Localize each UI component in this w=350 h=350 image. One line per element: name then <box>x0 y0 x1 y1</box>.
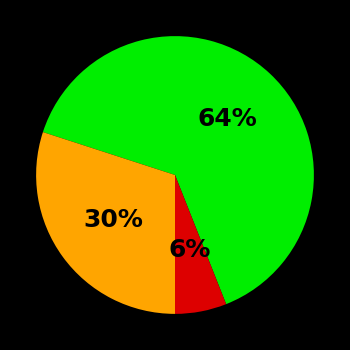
Wedge shape <box>175 175 226 314</box>
Text: 6%: 6% <box>168 238 210 262</box>
Wedge shape <box>43 36 314 304</box>
Text: 30%: 30% <box>83 208 143 232</box>
Text: 64%: 64% <box>197 107 257 131</box>
Wedge shape <box>36 132 175 314</box>
